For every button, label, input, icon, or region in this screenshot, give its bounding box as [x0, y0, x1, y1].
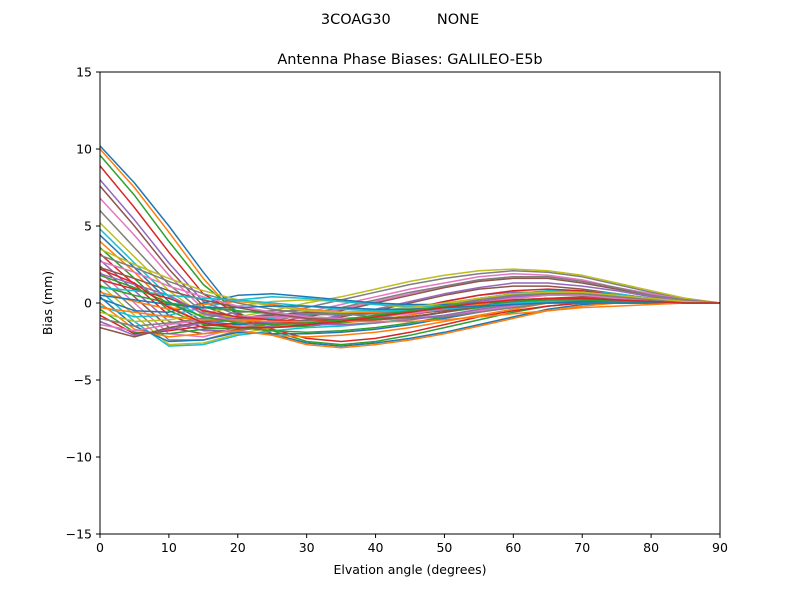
series-line: [99, 259, 721, 332]
figure-suptitle: 3COAG30 NONE: [321, 12, 479, 28]
series-line: [99, 260, 721, 320]
series-line: [99, 222, 721, 318]
x-tick-label: 50: [436, 540, 452, 555]
series-line: [99, 274, 720, 326]
y-tick-label: 0: [84, 296, 92, 311]
x-axis-label: Elvation angle (degrees): [333, 562, 486, 577]
series-line: [99, 302, 720, 323]
x-tick-label: 90: [712, 540, 728, 555]
series-line: [99, 293, 720, 313]
series-line: [99, 210, 721, 320]
y-axis: −15 −10 −5 0 5 10 15: [66, 65, 100, 542]
plot-area: [99, 71, 721, 535]
y-tick-label: 5: [84, 219, 92, 234]
x-tick-label: 40: [368, 540, 384, 555]
x-tick-label: 20: [230, 540, 246, 555]
x-tick-label: 10: [161, 540, 177, 555]
series-line: [99, 248, 721, 313]
x-axis: 0 10 20 30 40 50 60 70 80 90: [96, 534, 728, 555]
x-tick-label: 60: [505, 540, 521, 555]
y-axis-label: Bias (mm): [40, 271, 55, 335]
y-tick-label: 15: [76, 65, 92, 80]
x-tick-label: 0: [96, 540, 104, 555]
y-tick-label: −5: [74, 373, 92, 388]
series-layer: [99, 145, 721, 349]
x-tick-label: 30: [299, 540, 315, 555]
x-tick-label: 70: [574, 540, 590, 555]
series-line: [99, 268, 720, 329]
y-tick-label: −15: [66, 527, 92, 542]
y-tick-label: −10: [66, 450, 92, 465]
chart-title: Antenna Phase Biases: GALILEO-E5b: [277, 52, 542, 68]
x-tick-label: 80: [643, 540, 659, 555]
y-tick-label: 10: [76, 142, 92, 157]
